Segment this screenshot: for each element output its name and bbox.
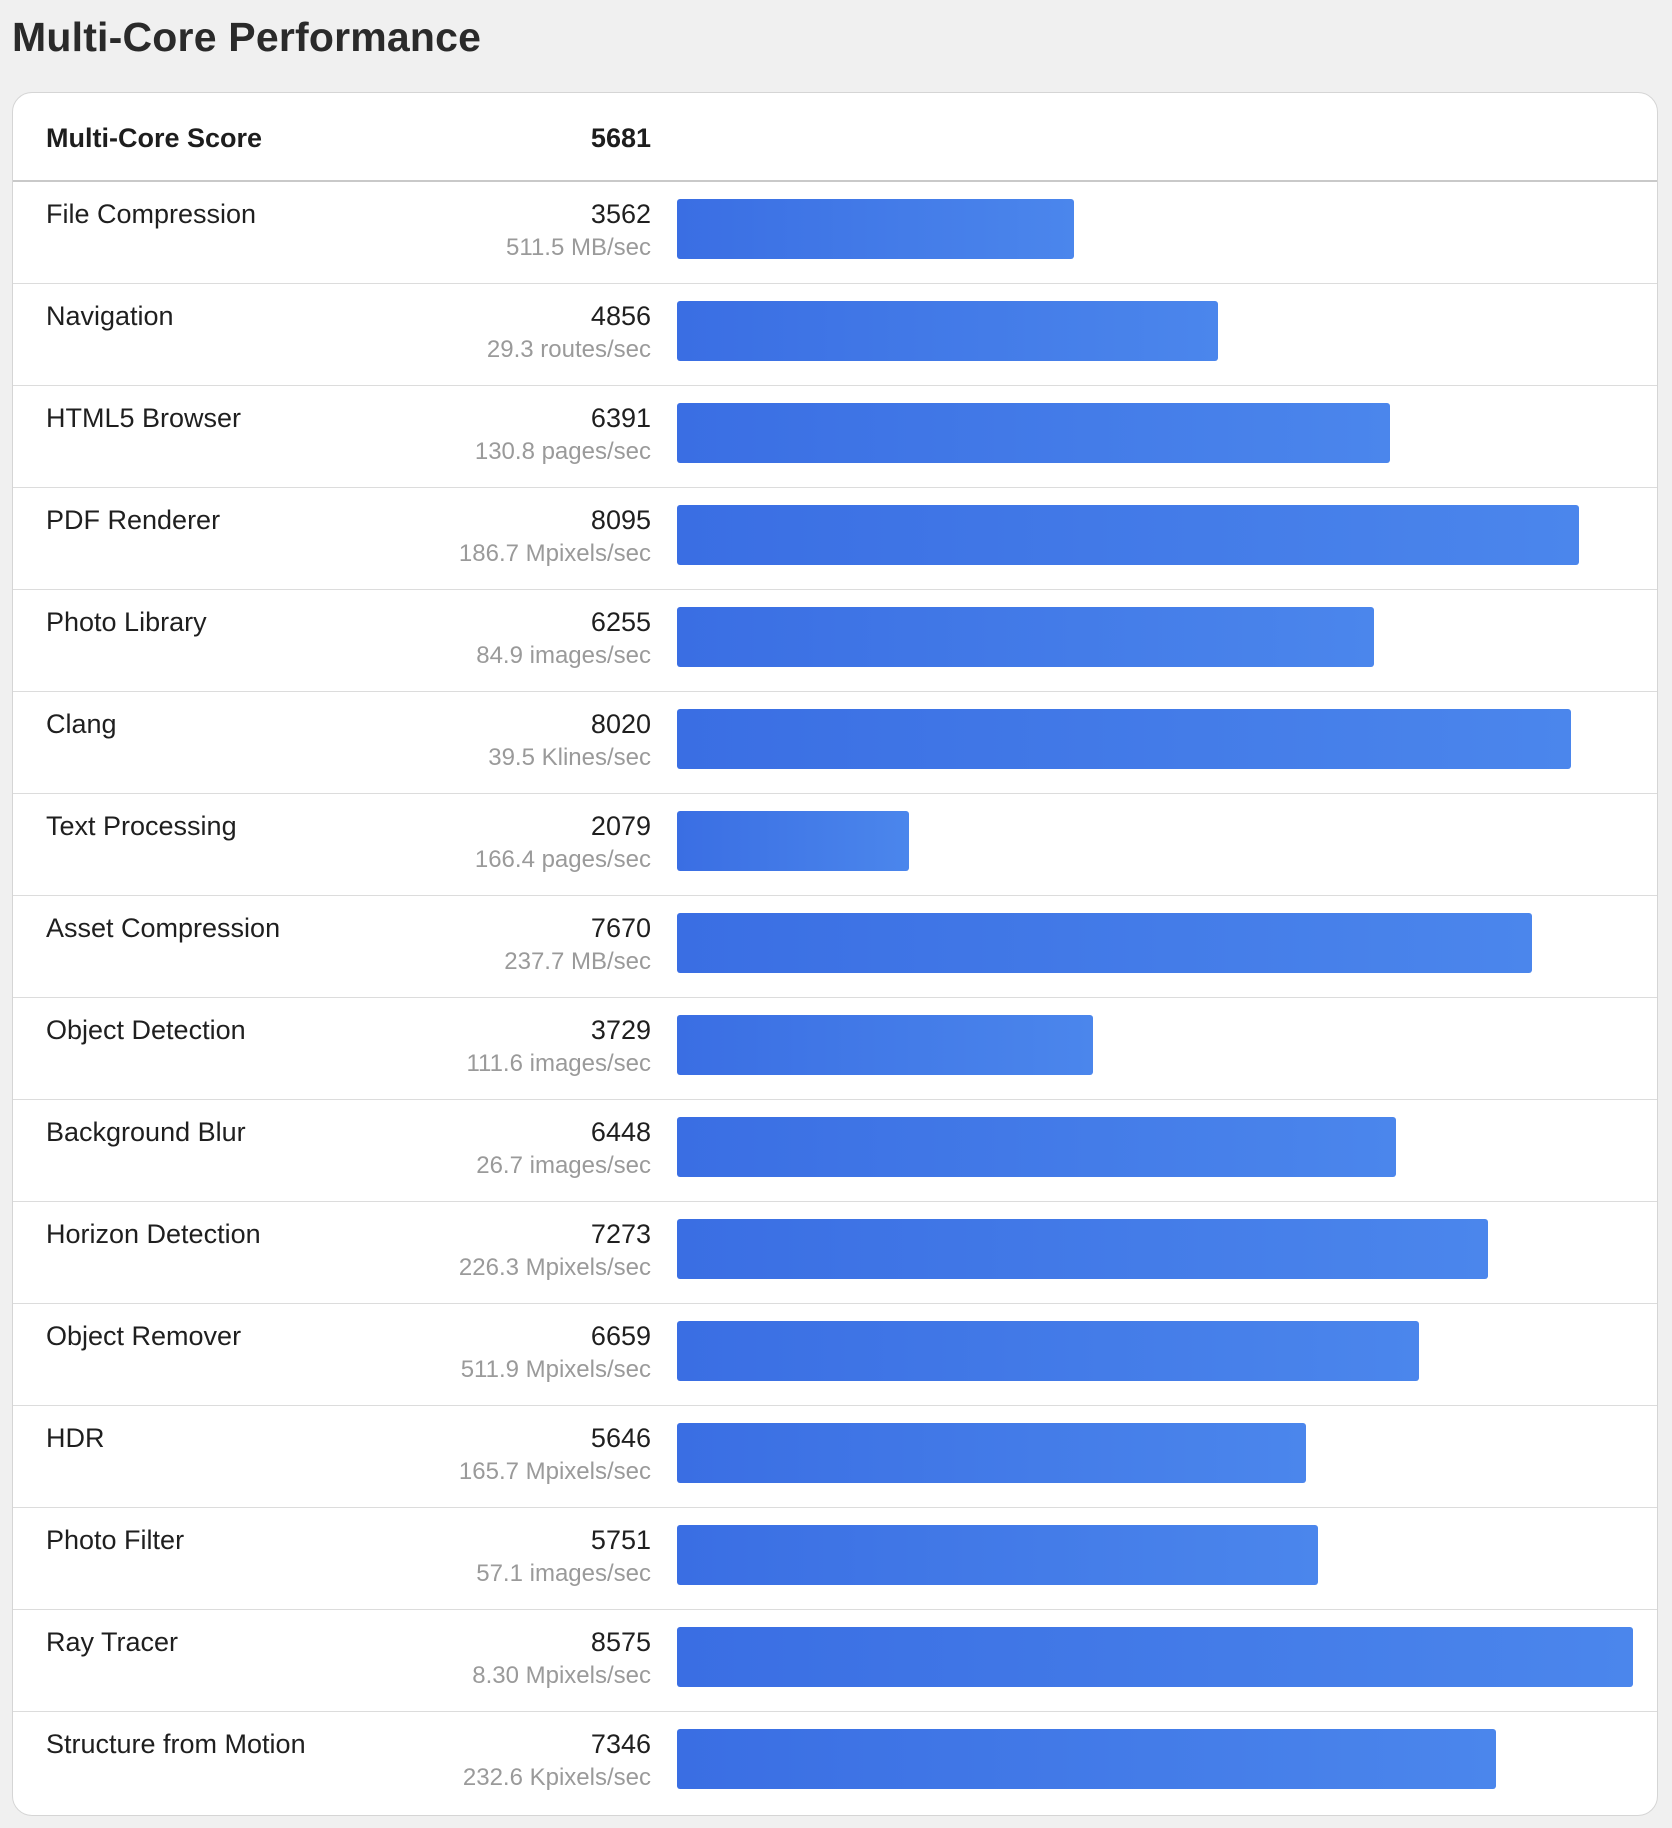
benchmark-name: Background Blur: [46, 1117, 246, 1147]
table-row: Clang 8020 39.5 Klines/sec: [13, 692, 1657, 794]
benchmark-name: Photo Library: [46, 607, 207, 637]
score-bar: [677, 1015, 1093, 1075]
score-bar: [677, 1321, 1419, 1381]
benchmark-score: 7346: [590, 1729, 651, 1759]
table-row: Object Remover 6659 511.9 Mpixels/sec: [13, 1304, 1657, 1406]
benchmark-score: 5751: [590, 1525, 651, 1555]
score-bar: [677, 1729, 1496, 1789]
benchmark-name: Text Processing: [46, 811, 237, 841]
benchmark-name: Clang: [46, 709, 117, 739]
benchmark-rate: 84.9 images/sec: [476, 642, 651, 669]
benchmark-rate: 39.5 Klines/sec: [488, 744, 651, 771]
benchmark-list: File Compression 3562 511.5 MB/sec Navigati…: [13, 182, 1657, 1814]
benchmark-name: HDR: [46, 1423, 105, 1453]
benchmark-rate: 237.7 MB/sec: [504, 948, 651, 975]
page-title: Multi-Core Performance: [12, 14, 482, 60]
benchmark-name: Asset Compression: [46, 913, 281, 943]
benchmark-score: 6448: [590, 1117, 651, 1147]
benchmark-score: 6255: [590, 607, 651, 637]
benchmark-score: 3562: [590, 199, 651, 229]
table-row: Photo Filter 5751 57.1 images/sec: [13, 1508, 1657, 1610]
table-row: Structure from Motion 7346 232.6 Kpixels/s…: [13, 1712, 1657, 1814]
table-row: Background Blur 6448 26.7 images/sec: [13, 1100, 1657, 1202]
benchmark-score: 8095: [590, 505, 651, 535]
score-bar: [677, 1423, 1306, 1483]
score-bar: [677, 1219, 1488, 1279]
benchmark-name: Photo Filter: [46, 1525, 185, 1555]
benchmark-score: 8575: [590, 1627, 651, 1657]
table-row: File Compression 3562 511.5 MB/sec: [13, 182, 1657, 284]
score-bar: [677, 199, 1074, 259]
multi-core-score-row: Multi-Core Score 5681: [13, 93, 1657, 182]
benchmark-score: 6659: [590, 1321, 651, 1351]
benchmark-score: 6391: [590, 403, 651, 433]
benchmark-rate: 8.30 Mpixels/sec: [472, 1662, 651, 1689]
score-bar: [677, 1117, 1396, 1177]
benchmark-rate: 232.6 Kpixels/sec: [462, 1764, 651, 1791]
benchmark-rate: 511.9 Mpixels/sec: [460, 1356, 651, 1383]
benchmark-name: Ray Tracer: [46, 1627, 179, 1657]
table-row: HTML5 Browser 6391 130.8 pages/sec: [13, 386, 1657, 488]
benchmark-name: File Compression: [46, 199, 257, 229]
score-label: Multi-Core Score: [46, 123, 263, 153]
table-row: Asset Compression 7670 237.7 MB/sec: [13, 896, 1657, 998]
table-row: Text Processing 2079 166.4 pages/sec: [13, 794, 1657, 896]
benchmark-score: 5646: [590, 1423, 651, 1453]
table-row: Horizon Detection 7273 226.3 Mpixels/sec: [13, 1202, 1657, 1304]
score-bar: [677, 1525, 1318, 1585]
benchmark-rate: 111.6 images/sec: [466, 1050, 651, 1077]
benchmark-score: 3729: [590, 1015, 651, 1045]
benchmark-name: PDF Renderer: [46, 505, 221, 535]
score-value: 5681: [590, 123, 651, 153]
score-bar: [677, 505, 1579, 565]
benchmark-name: HTML5 Browser: [46, 403, 242, 433]
benchmark-name: Navigation: [46, 301, 174, 331]
score-bar: [677, 607, 1374, 667]
benchmark-name: Structure from Motion: [46, 1729, 306, 1759]
score-bar: [677, 403, 1390, 463]
table-row: Navigation 4856 29.3 routes/sec: [13, 284, 1657, 386]
benchmark-rate: 130.8 pages/sec: [474, 438, 651, 465]
score-bar: [677, 709, 1571, 769]
score-bar: [677, 811, 909, 871]
table-row: Photo Library 6255 84.9 images/sec: [13, 590, 1657, 692]
benchmark-score: 8020: [590, 709, 651, 739]
table-row: Object Detection 3729 111.6 images/sec: [13, 998, 1657, 1100]
benchmark-score: 7273: [590, 1219, 651, 1249]
benchmark-rate: 186.7 Mpixels/sec: [458, 540, 651, 567]
benchmark-name: Horizon Detection: [46, 1219, 261, 1249]
benchmark-score: 7670: [590, 913, 651, 943]
results-card: Multi-Core Score 5681 File Compression 35…: [12, 92, 1658, 1816]
score-bar: [677, 913, 1532, 973]
table-row: Ray Tracer 8575 8.30 Mpixels/sec: [13, 1610, 1657, 1712]
score-bar: [677, 1627, 1633, 1687]
benchmark-rate: 165.7 Mpixels/sec: [458, 1458, 651, 1485]
benchmark-rate: 511.5 MB/sec: [506, 234, 651, 261]
table-row: HDR 5646 165.7 Mpixels/sec: [13, 1406, 1657, 1508]
benchmark-rate: 57.1 images/sec: [476, 1560, 651, 1587]
benchmark-score: 4856: [590, 301, 651, 331]
score-bar: [677, 301, 1218, 361]
benchmark-rate: 29.3 routes/sec: [486, 336, 651, 363]
benchmark-name: Object Remover: [46, 1321, 242, 1351]
table-row: PDF Renderer 8095 186.7 Mpixels/sec: [13, 488, 1657, 590]
benchmark-name: Object Detection: [46, 1015, 246, 1045]
benchmark-rate: 166.4 pages/sec: [474, 846, 651, 873]
benchmark-rate: 226.3 Mpixels/sec: [458, 1254, 651, 1281]
benchmark-rate: 26.7 images/sec: [476, 1152, 651, 1179]
benchmark-score: 2079: [590, 811, 651, 841]
